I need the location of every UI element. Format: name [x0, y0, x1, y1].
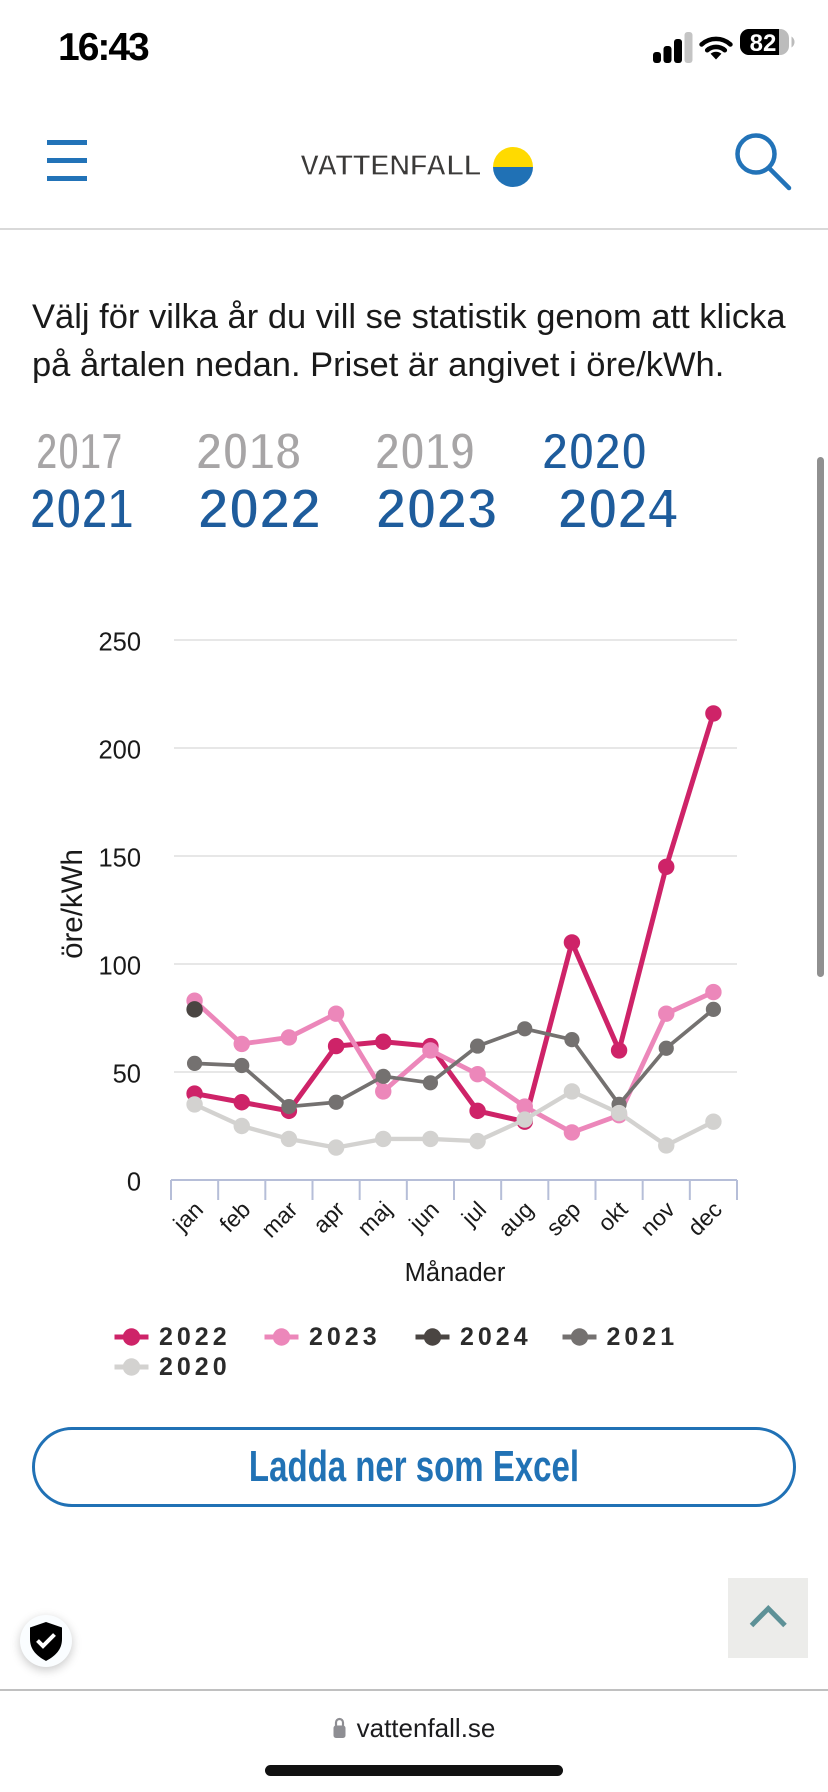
svg-text:0: 0: [127, 1169, 141, 1197]
svg-text:feb: feb: [214, 1196, 255, 1237]
svg-text:82: 82: [750, 30, 777, 57]
svg-text:50: 50: [113, 1061, 141, 1089]
svg-text:Månader: Månader: [405, 1259, 506, 1287]
svg-text:maj: maj: [352, 1196, 397, 1241]
svg-text:mar: mar: [256, 1196, 303, 1243]
svg-text:nov: nov: [635, 1196, 680, 1241]
svg-text:öre/kWh: öre/kWh: [56, 849, 89, 959]
svg-text:sep: sep: [541, 1196, 586, 1241]
svg-text:aug: aug: [493, 1196, 539, 1242]
svg-text:jan: jan: [167, 1196, 208, 1237]
svg-text:dec: dec: [682, 1196, 727, 1241]
svg-text:100: 100: [98, 953, 141, 981]
svg-text:jun: jun: [403, 1196, 444, 1237]
svg-text:200: 200: [98, 737, 141, 765]
svg-text:apr: apr: [308, 1196, 350, 1238]
svg-text:250: 250: [98, 629, 141, 657]
svg-text:jul: jul: [456, 1196, 491, 1231]
svg-text:150: 150: [98, 845, 141, 873]
svg-text:okt: okt: [593, 1196, 634, 1237]
